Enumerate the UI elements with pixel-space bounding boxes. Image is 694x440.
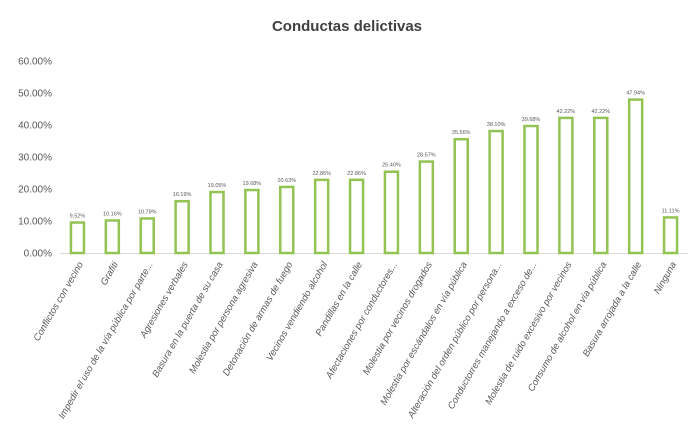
x-tick-label: Conflictos con vecino (32, 260, 86, 343)
x-tick-label: Molestia por vecinos drogados (361, 260, 435, 377)
x-tick-label: Grafiti (99, 259, 122, 287)
data-label: 10.16% (103, 211, 122, 217)
bar (488, 129, 504, 255)
data-label: 39.68% (522, 117, 541, 123)
bar (662, 216, 679, 255)
bar (313, 178, 330, 255)
bar (279, 185, 295, 255)
bar (383, 170, 400, 255)
data-label: 19.05% (208, 183, 227, 189)
chart-title: Conductas delictivas (271, 18, 423, 35)
x-tick-label: Basura en la puerta de su casa (150, 260, 225, 379)
y-tick-label: 20.00% (18, 185, 52, 196)
bar (69, 221, 86, 255)
x-tick-label: Ninguna (652, 260, 679, 296)
data-label: 9.52% (70, 214, 86, 220)
bar (558, 116, 574, 255)
bar (139, 217, 155, 255)
y-tick-label: 40.00% (18, 121, 52, 132)
bar (453, 137, 469, 255)
bar (174, 199, 190, 255)
bar (209, 190, 225, 255)
bar (627, 98, 644, 255)
data-label: 19.68% (243, 181, 262, 187)
x-tick-label: Afectaciones por conductores... (323, 260, 400, 382)
data-label: 38.10% (487, 122, 506, 128)
y-tick-label: 0.00% (24, 249, 52, 260)
data-label: 22.86% (312, 171, 331, 177)
data-label: 22.86% (347, 171, 366, 177)
data-label: 20.63% (277, 178, 296, 184)
data-label: 42.22% (591, 109, 610, 115)
bar (523, 124, 539, 255)
data-label: 16.19% (173, 192, 192, 198)
bar (418, 160, 435, 255)
data-label: 28.57% (417, 153, 436, 159)
bar (593, 116, 609, 255)
data-label: 10.79% (138, 209, 157, 215)
data-label: 47.94% (626, 91, 645, 97)
y-tick-label: 60.00% (18, 57, 52, 68)
y-tick-label: 30.00% (18, 153, 52, 164)
data-label: 25.40% (382, 163, 401, 169)
data-label: 11.11% (662, 208, 680, 214)
bar (104, 219, 121, 255)
bar (348, 178, 365, 255)
x-tick-label: Vecinos vendiendo alcohol (264, 259, 330, 363)
data-label: 35.56% (452, 130, 471, 136)
y-tick-label: 50.00% (18, 89, 52, 100)
x-tick-label: Molestia por persona agresiva (187, 260, 260, 376)
bar (244, 188, 260, 255)
data-label: 42.22% (557, 109, 576, 115)
y-tick-label: 10.00% (18, 217, 52, 228)
x-tick-label: Detonación de armas de fuego (221, 260, 295, 378)
